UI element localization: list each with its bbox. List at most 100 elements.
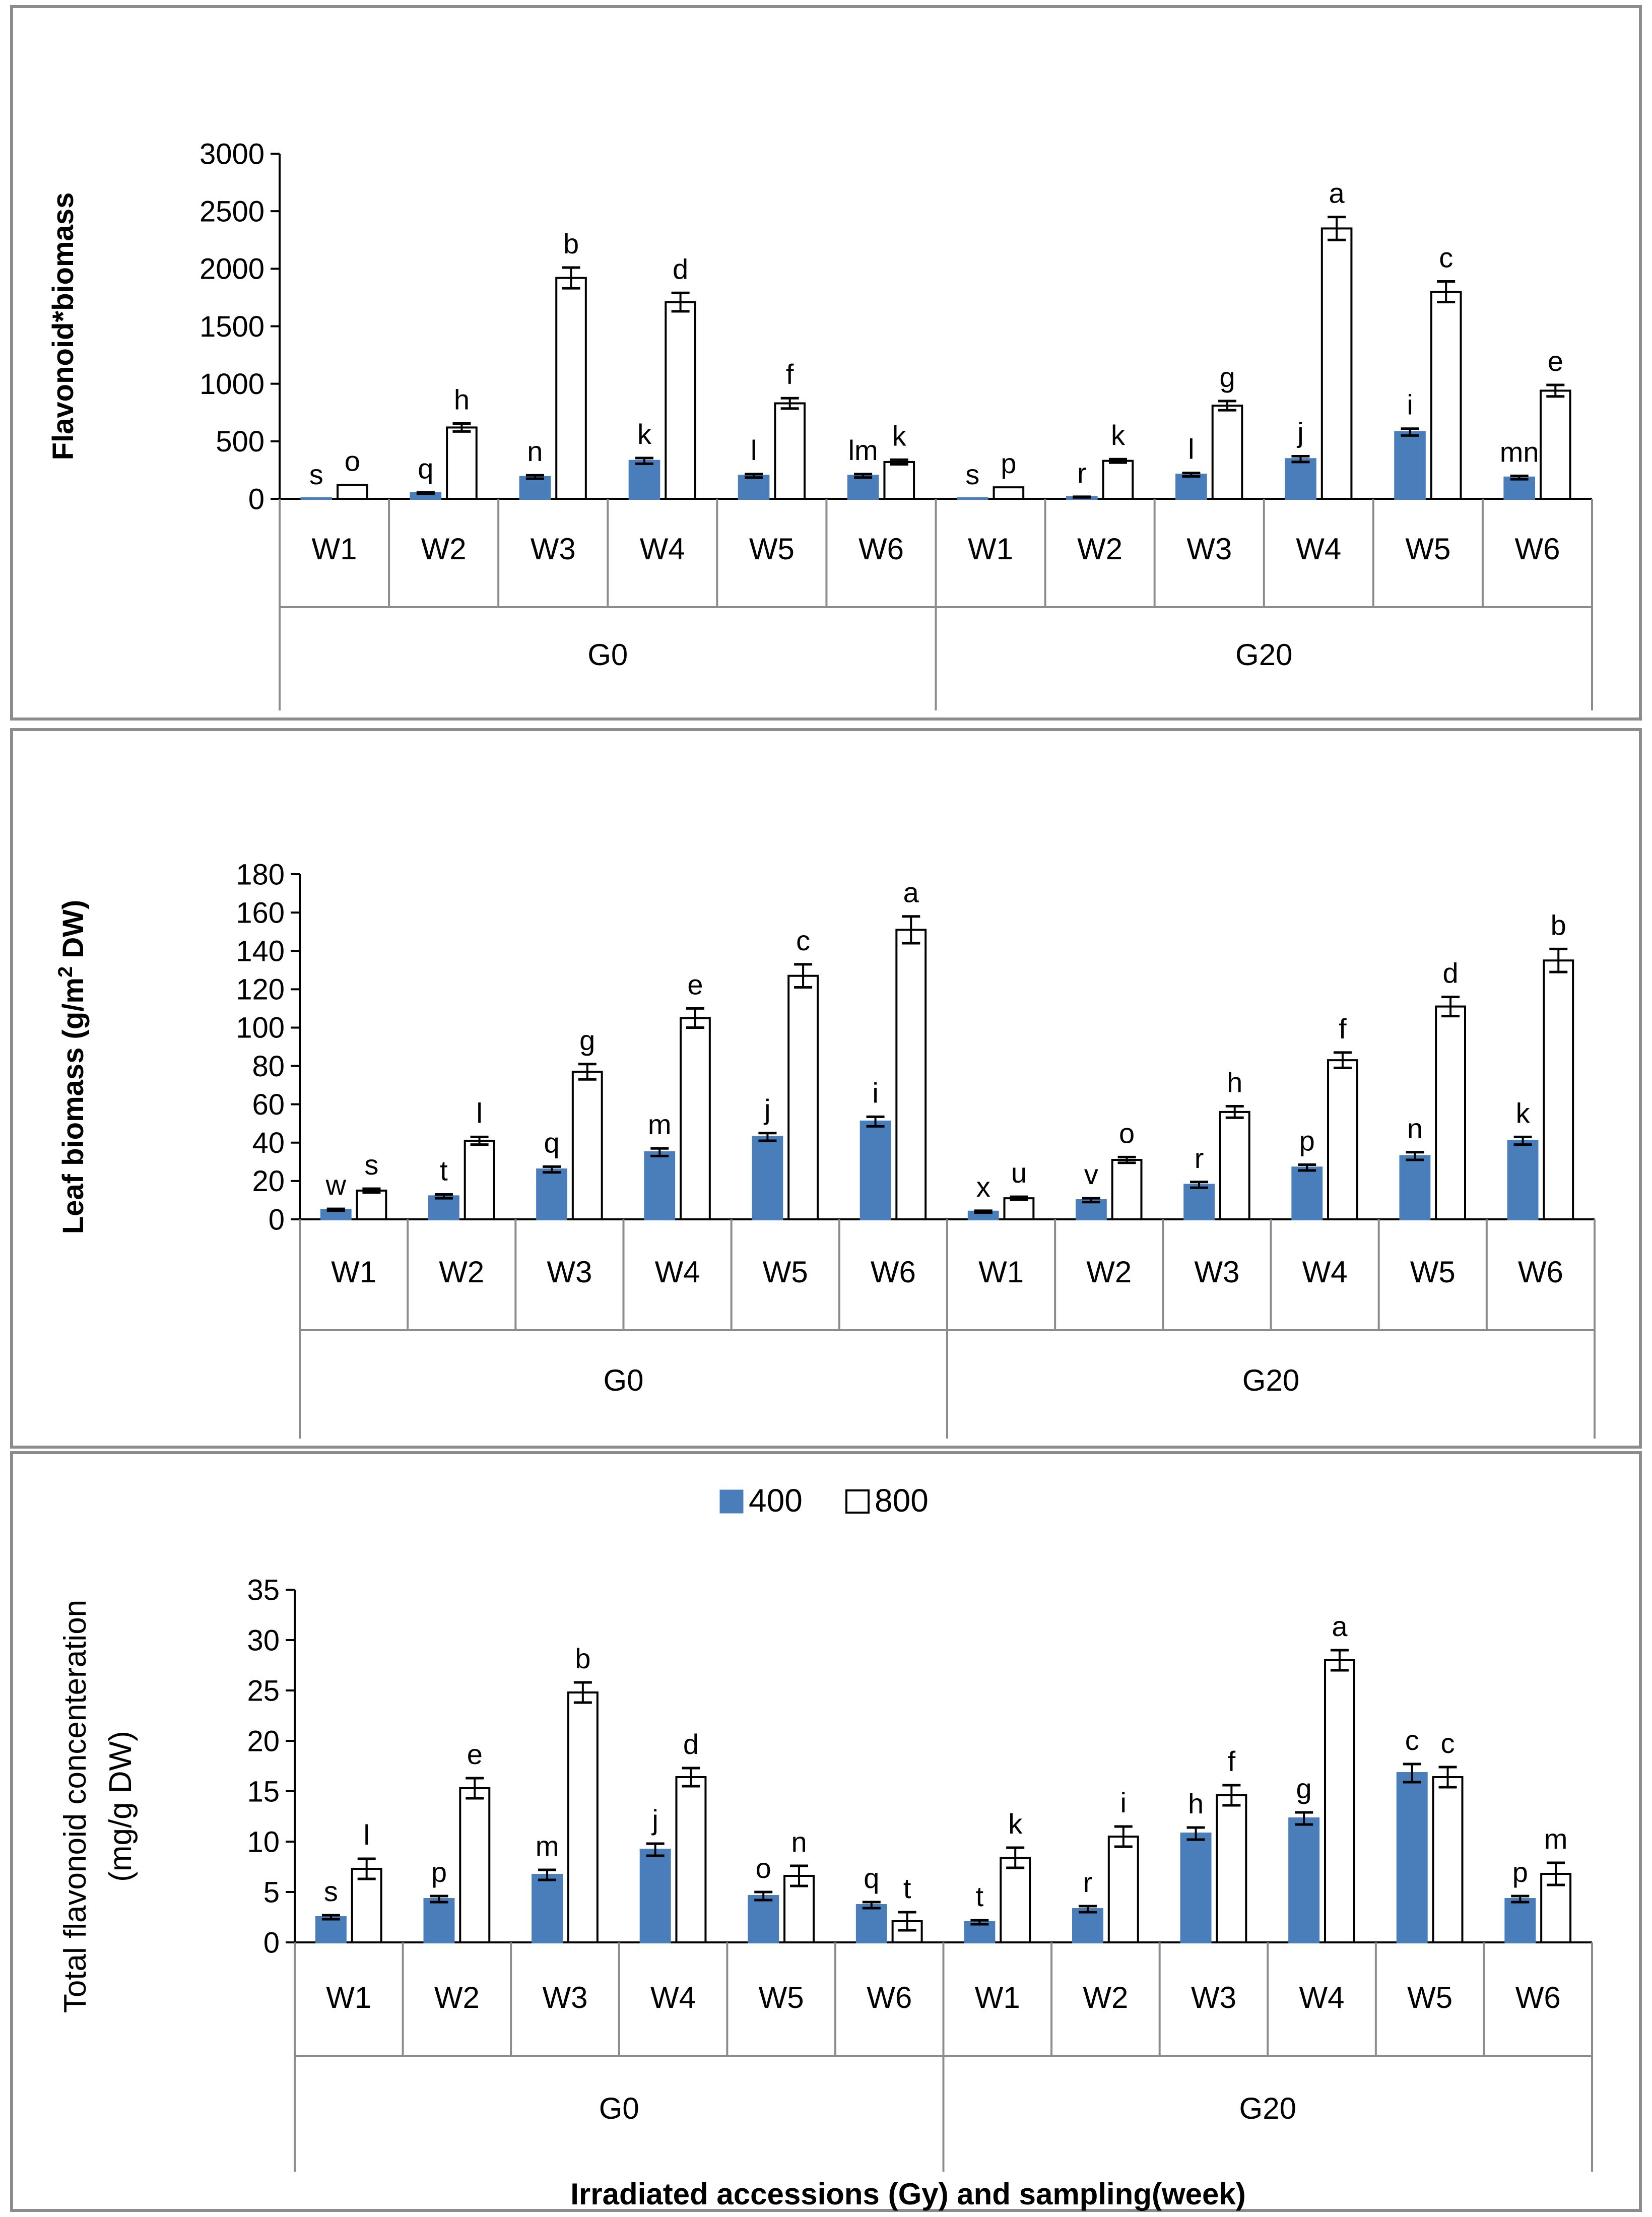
significance-letter: i <box>1407 389 1413 421</box>
bar-800 <box>1430 291 1462 500</box>
significance-letter: n <box>791 1826 807 1858</box>
bar-400 <box>1076 1199 1107 1220</box>
bar-800 <box>567 1691 599 1943</box>
bar-800 <box>356 1189 387 1221</box>
y-tick-label: 40 <box>252 1127 285 1159</box>
significance-letter: g <box>1219 361 1235 393</box>
significance-letter: d <box>1443 957 1459 989</box>
x-category-label: W5 <box>1407 1981 1452 2014</box>
bar-400 <box>1175 474 1207 500</box>
significance-letter: m <box>648 1108 672 1140</box>
significance-letter: v <box>1084 1158 1098 1190</box>
bar-400 <box>855 1904 887 1943</box>
bar-800 <box>1111 1159 1143 1221</box>
bar-800 <box>680 1017 711 1220</box>
significance-letter: j <box>763 1093 770 1125</box>
significance-letter: s <box>965 459 979 490</box>
significance-letter: t <box>903 1872 911 1904</box>
x-category-label: W3 <box>542 1981 587 2014</box>
x-category-label: W2 <box>434 1981 480 2014</box>
significance-letter: mn <box>1500 436 1539 468</box>
significance-letter: r <box>1195 1142 1204 1174</box>
significance-letter: e <box>687 968 703 1000</box>
x-category-label: W6 <box>1514 532 1560 566</box>
y-tick-label: 2000 <box>200 253 265 286</box>
significance-letter: n <box>527 435 543 467</box>
x-category-label: W2 <box>421 532 467 566</box>
significance-letter: x <box>976 1171 990 1203</box>
bar-400 <box>300 497 333 500</box>
bar-800 <box>337 484 368 500</box>
y-tick-label: 10 <box>247 1825 280 1858</box>
bar-800 <box>774 402 806 500</box>
significance-letter: f <box>1339 1013 1347 1045</box>
bar-400 <box>1288 1817 1320 1943</box>
significance-letter: c <box>796 925 810 956</box>
legend-label-400: 400 <box>749 1482 803 1519</box>
x-category-label: W1 <box>968 532 1013 566</box>
bar-400 <box>532 1874 563 1943</box>
bar-400 <box>519 476 551 500</box>
x-category-label: W3 <box>1186 532 1232 566</box>
y-tick-label: 15 <box>247 1775 280 1808</box>
significance-letter: f <box>786 358 794 390</box>
bar-400 <box>1507 1139 1539 1220</box>
x-category-label: W4 <box>640 532 685 566</box>
x-category-label: W3 <box>1194 1255 1239 1289</box>
y-axis-label: Leaf biomass (g/m2 DW) <box>54 900 90 1234</box>
significance-letter: p <box>1001 447 1016 479</box>
significance-letter: d <box>673 253 688 285</box>
significance-letter: k <box>1008 1808 1023 1840</box>
bar-800 <box>1107 1836 1139 1943</box>
x-group-label: G0 <box>599 2092 639 2125</box>
significance-letter: a <box>1329 177 1345 209</box>
x-category-label: W2 <box>1086 1255 1132 1289</box>
bar-800 <box>1435 1005 1467 1221</box>
y-tick-label: 60 <box>252 1088 285 1121</box>
bar-400 <box>1399 1155 1431 1221</box>
significance-letter: e <box>1548 345 1563 377</box>
x-category-label: W1 <box>331 1255 376 1289</box>
y-tick-label: 0 <box>263 1926 280 1959</box>
bar-800 <box>464 1139 495 1220</box>
x-category-label: W1 <box>312 532 357 566</box>
leaf-biomass-chart-panel <box>10 728 1642 1449</box>
y-tick-label: 180 <box>236 858 285 891</box>
significance-letter: lm <box>848 434 878 466</box>
y-tick-label: 1500 <box>200 310 265 343</box>
bar-800 <box>555 277 587 500</box>
significance-letter: l <box>1188 433 1194 465</box>
significance-letter: q <box>418 452 433 484</box>
y-tick-label: 0 <box>248 483 265 515</box>
significance-letter: r <box>1083 1866 1093 1898</box>
y-tick-label: 20 <box>252 1165 285 1198</box>
significance-letter: n <box>1407 1113 1423 1144</box>
y-axis-label-line2: (mg/g DW) <box>103 1731 138 1882</box>
significance-letter: c <box>1405 1724 1419 1756</box>
significance-letter: o <box>345 445 360 477</box>
bar-800 <box>1324 1659 1355 1943</box>
y-tick-label: 35 <box>247 1574 280 1606</box>
significance-letter: k <box>1111 419 1126 451</box>
bar-400 <box>1183 1184 1215 1220</box>
x-category-label: W5 <box>759 1981 804 2014</box>
x-category-label: W1 <box>326 1981 371 2014</box>
legend-swatch-400 <box>719 1489 744 1514</box>
bar-400 <box>1394 431 1426 500</box>
bar-800 <box>1216 1794 1247 1943</box>
x-category-label: W6 <box>1518 1255 1563 1289</box>
x-category-label: W3 <box>547 1255 592 1289</box>
significance-letter: k <box>637 418 652 450</box>
x-category-label: W4 <box>1302 1255 1348 1289</box>
y-axis-label: Flavonoid*biomass <box>47 192 80 461</box>
bar-800 <box>883 461 915 500</box>
y-tick-label: 160 <box>236 896 285 929</box>
bar-400 <box>1291 1166 1323 1220</box>
significance-letter: j <box>651 1804 658 1836</box>
bar-800 <box>895 929 927 1220</box>
significance-letter: o <box>1119 1117 1135 1149</box>
significance-letter: p <box>1512 1856 1528 1888</box>
y-tick-label: 80 <box>252 1050 285 1083</box>
x-group-label: G0 <box>587 638 628 672</box>
